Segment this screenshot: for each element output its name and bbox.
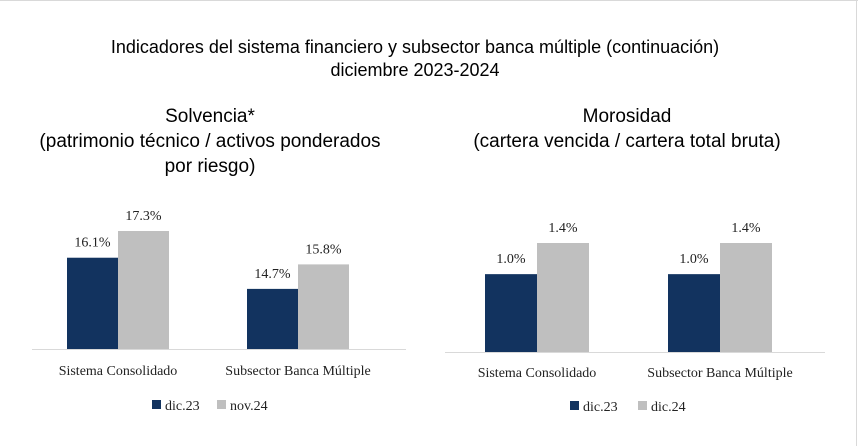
- solvencia-data-label-nov.24-1: 15.8%: [305, 242, 342, 257]
- top-border: [0, 0, 858, 1]
- morosidad-data-label-dic.23-1: 1.0%: [679, 252, 709, 267]
- solvencia-data-label-dic.23-0: 16.1%: [74, 236, 111, 251]
- morosidad-bar-dic.24-1: [720, 243, 772, 352]
- morosidad-chart-title: Morosidad (cartera vencida / cartera tot…: [442, 104, 812, 154]
- morosidad-bar-dic.24-0: [537, 243, 589, 352]
- morosidad-data-label-dic.24-1: 1.4%: [731, 221, 761, 236]
- morosidad-legend-label-1: dic.24: [651, 400, 686, 415]
- solvencia-title-line-3: por riesgo): [164, 156, 256, 177]
- morosidad-title-line-2: (cartera vencida / cartera total bruta): [473, 131, 781, 152]
- morosidad-legend-label-0: dic.23: [583, 400, 618, 415]
- solvencia-category-label-1: Subsector Banca Múltiple: [225, 364, 370, 379]
- main-title-line-2: diciembre 2023-2024: [330, 60, 500, 80]
- main-title-line-1: Indicadores del sistema financiero y sub…: [110, 37, 720, 57]
- solvencia-bar-nov.24-0: [118, 231, 169, 349]
- morosidad-category-label-1: Subsector Banca Múltiple: [647, 366, 792, 381]
- solvencia-bar-dic.23-0: [67, 257, 118, 349]
- solvencia-legend-swatch-1: [217, 400, 226, 409]
- morosidad-data-label-dic.24-0: 1.4%: [548, 221, 578, 236]
- solvencia-legend-label-1: nov.24: [230, 399, 268, 414]
- solvencia-bar-dic.23-1: [247, 288, 298, 349]
- morosidad-bar-dic.23-0: [485, 274, 537, 352]
- morosidad-legend-swatch-0: [570, 401, 579, 410]
- solvencia-legend-swatch-0: [152, 400, 161, 409]
- morosidad-category-label-0: Sistema Consolidado: [478, 366, 597, 381]
- morosidad-data-label-dic.23-0: 1.0%: [496, 252, 526, 267]
- morosidad-legend-swatch-1: [638, 401, 647, 410]
- morosidad-title-line-1: Morosidad: [582, 106, 672, 127]
- morosidad-bar-dic.23-1: [668, 274, 720, 352]
- solvencia-data-label-dic.23-1: 14.7%: [254, 267, 291, 282]
- main-title: Indicadores del sistema financiero y sub…: [0, 36, 830, 82]
- solvencia-category-label-0: Sistema Consolidado: [59, 364, 178, 379]
- solvencia-title-line-1: Solvencia*: [165, 106, 255, 127]
- solvencia-bar-nov.24-1: [298, 264, 349, 349]
- solvencia-title-line-2: (patrimonio técnico / activos ponderados: [39, 131, 381, 152]
- solvencia-legend-label-0: dic.23: [165, 399, 200, 414]
- right-border: [856, 0, 857, 446]
- solvencia-chart-title: Solvencia* (patrimonio técnico / activos…: [0, 104, 420, 179]
- solvencia-data-label-nov.24-0: 17.3%: [125, 209, 162, 224]
